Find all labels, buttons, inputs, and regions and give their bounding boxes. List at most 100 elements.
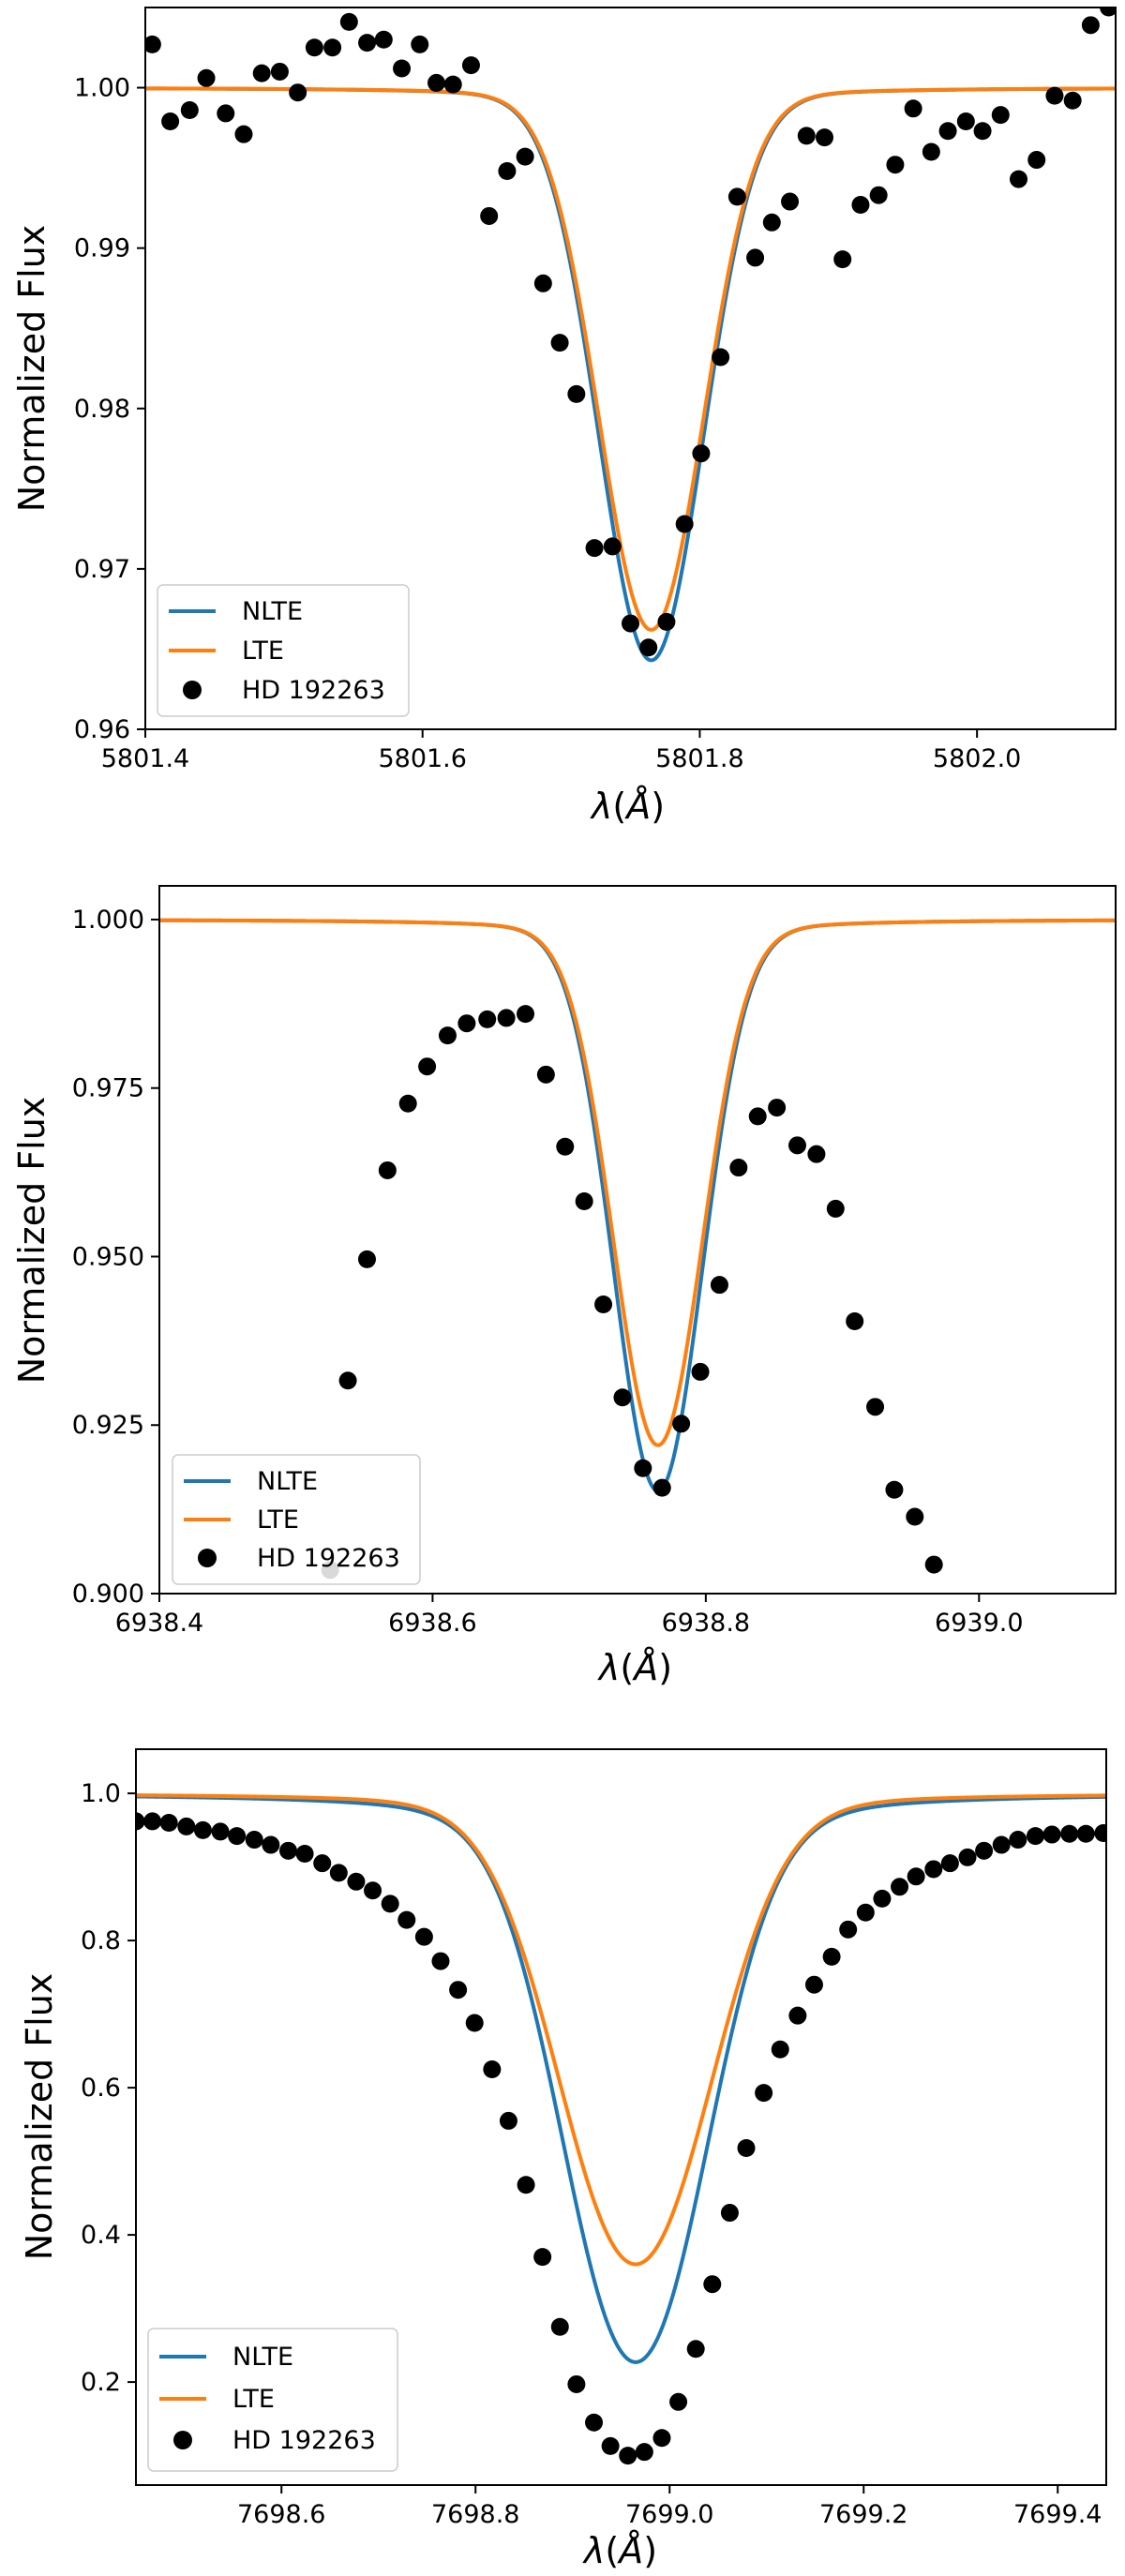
data-point [703, 2275, 722, 2294]
legend-label-nlte: NLTE [232, 2343, 293, 2372]
chart-panel-1: 5801.4 5801.6 5801.8 5802.0 0.96 0.97 0.98 0.99… [11, 7, 1117, 827]
data-point [885, 1480, 904, 1499]
data-point [449, 1981, 468, 1999]
data-point [797, 127, 816, 145]
data-point [393, 59, 412, 78]
data-point [992, 1835, 1011, 1854]
legend-label-data: HD 192263 [232, 2426, 376, 2455]
chart-panel-3: 7698.6 7698.8 7699.0 7699.2 7699.4 0.2 0.4 0.6 0… [19, 1748, 1107, 2571]
data-point [922, 142, 940, 161]
data-point [1042, 1825, 1061, 1844]
data-point [358, 34, 377, 52]
y-tick-label: 0.925 [72, 1411, 144, 1440]
data-point [729, 1159, 748, 1177]
data-point [1063, 91, 1082, 110]
data-point [313, 1854, 332, 1873]
legend-box [157, 584, 410, 717]
data-point [262, 1835, 280, 1854]
data-point [737, 2138, 756, 2157]
y-tick-label: 0.2 [81, 2368, 121, 2397]
data-point [958, 1848, 977, 1866]
x-axis-label: λ(Å) [582, 2530, 657, 2571]
data-point [940, 1854, 959, 1873]
data-point [217, 104, 235, 123]
data-point [567, 384, 586, 403]
data-point [177, 1817, 196, 1835]
data-point [499, 2111, 518, 2130]
data-point [329, 1864, 348, 1882]
legend-label-lte: LTE [257, 1505, 299, 1535]
data-point [289, 83, 308, 102]
y-tick-label: 0.96 [74, 715, 130, 744]
x-tick-label: 5801.4 [101, 744, 189, 773]
legend-label-nlte: NLTE [257, 1467, 318, 1496]
y-axis-label: Normalized Flux [11, 225, 52, 513]
x-tick-label: 7698.8 [431, 2500, 519, 2529]
y-tick-label: 0.99 [74, 234, 130, 263]
data-point [465, 2014, 484, 2032]
data-point [1081, 16, 1100, 35]
series-line-nlte [136, 1794, 1106, 2364]
y-tick-label: 0.900 [72, 1580, 144, 1609]
x-tick-label: 7699.0 [625, 2500, 713, 2529]
data-point [755, 2084, 773, 2103]
data-point [1094, 1823, 1106, 1842]
data-point [634, 1459, 652, 1477]
x-axis-label-unit: Å [631, 1647, 658, 1688]
data-point [833, 250, 852, 269]
data-point [428, 73, 445, 92]
legend-label-data: HD 192263 [242, 676, 385, 705]
series-line-nlte [159, 918, 1116, 1493]
data-point [904, 99, 922, 118]
data-point [635, 2443, 653, 2462]
data-point [1026, 1827, 1044, 1846]
data-point [692, 444, 711, 463]
data-point [691, 1362, 710, 1381]
data-point [533, 274, 552, 292]
y-tick-label: 0.98 [74, 395, 130, 424]
data-point [339, 12, 358, 31]
plot-frame [135, 1748, 1107, 2486]
y-tick-label: 0.950 [72, 1242, 144, 1271]
data-point [613, 1388, 632, 1407]
data-point [517, 2176, 535, 2194]
data-point [746, 248, 765, 267]
data-point [869, 186, 888, 204]
data-point [252, 64, 271, 82]
x-axis-label-symbol: λ [582, 2530, 606, 2571]
data-point [418, 1057, 437, 1076]
data-point [816, 128, 833, 147]
data-point [438, 1026, 457, 1045]
data-point [536, 1065, 555, 1084]
data-point [364, 1881, 382, 1900]
data-point [866, 1398, 885, 1416]
data-point [839, 1920, 858, 1939]
data-point [975, 1841, 994, 1860]
data-point [762, 213, 781, 232]
x-tick-label: 5802.0 [933, 744, 1021, 773]
data-point [807, 1145, 826, 1163]
data-point [398, 1094, 417, 1113]
data-point [234, 125, 253, 143]
x-tick-label: 7699.4 [1013, 2500, 1102, 2529]
data-point [145, 35, 161, 53]
data-point [748, 1107, 767, 1126]
data-point [851, 195, 870, 214]
data-point [891, 1878, 909, 1896]
data-point [270, 62, 289, 81]
data-point [768, 1099, 787, 1117]
x-tick-label: 6939.0 [935, 1609, 1023, 1638]
data-point [1010, 170, 1028, 188]
data-point [211, 1822, 230, 1841]
data-point [458, 1014, 476, 1033]
data-point [924, 1860, 943, 1879]
data-point [601, 2436, 620, 2455]
y-axis-label: Normalized Flux [11, 1097, 52, 1385]
data-point [956, 112, 975, 130]
data-point [788, 1136, 806, 1155]
data-point [1100, 7, 1116, 17]
x-axis-label: λ(Å) [597, 1647, 672, 1688]
data-point [652, 1478, 671, 1497]
data-point [517, 1005, 535, 1024]
x-tick-label: 5801.6 [378, 744, 466, 773]
